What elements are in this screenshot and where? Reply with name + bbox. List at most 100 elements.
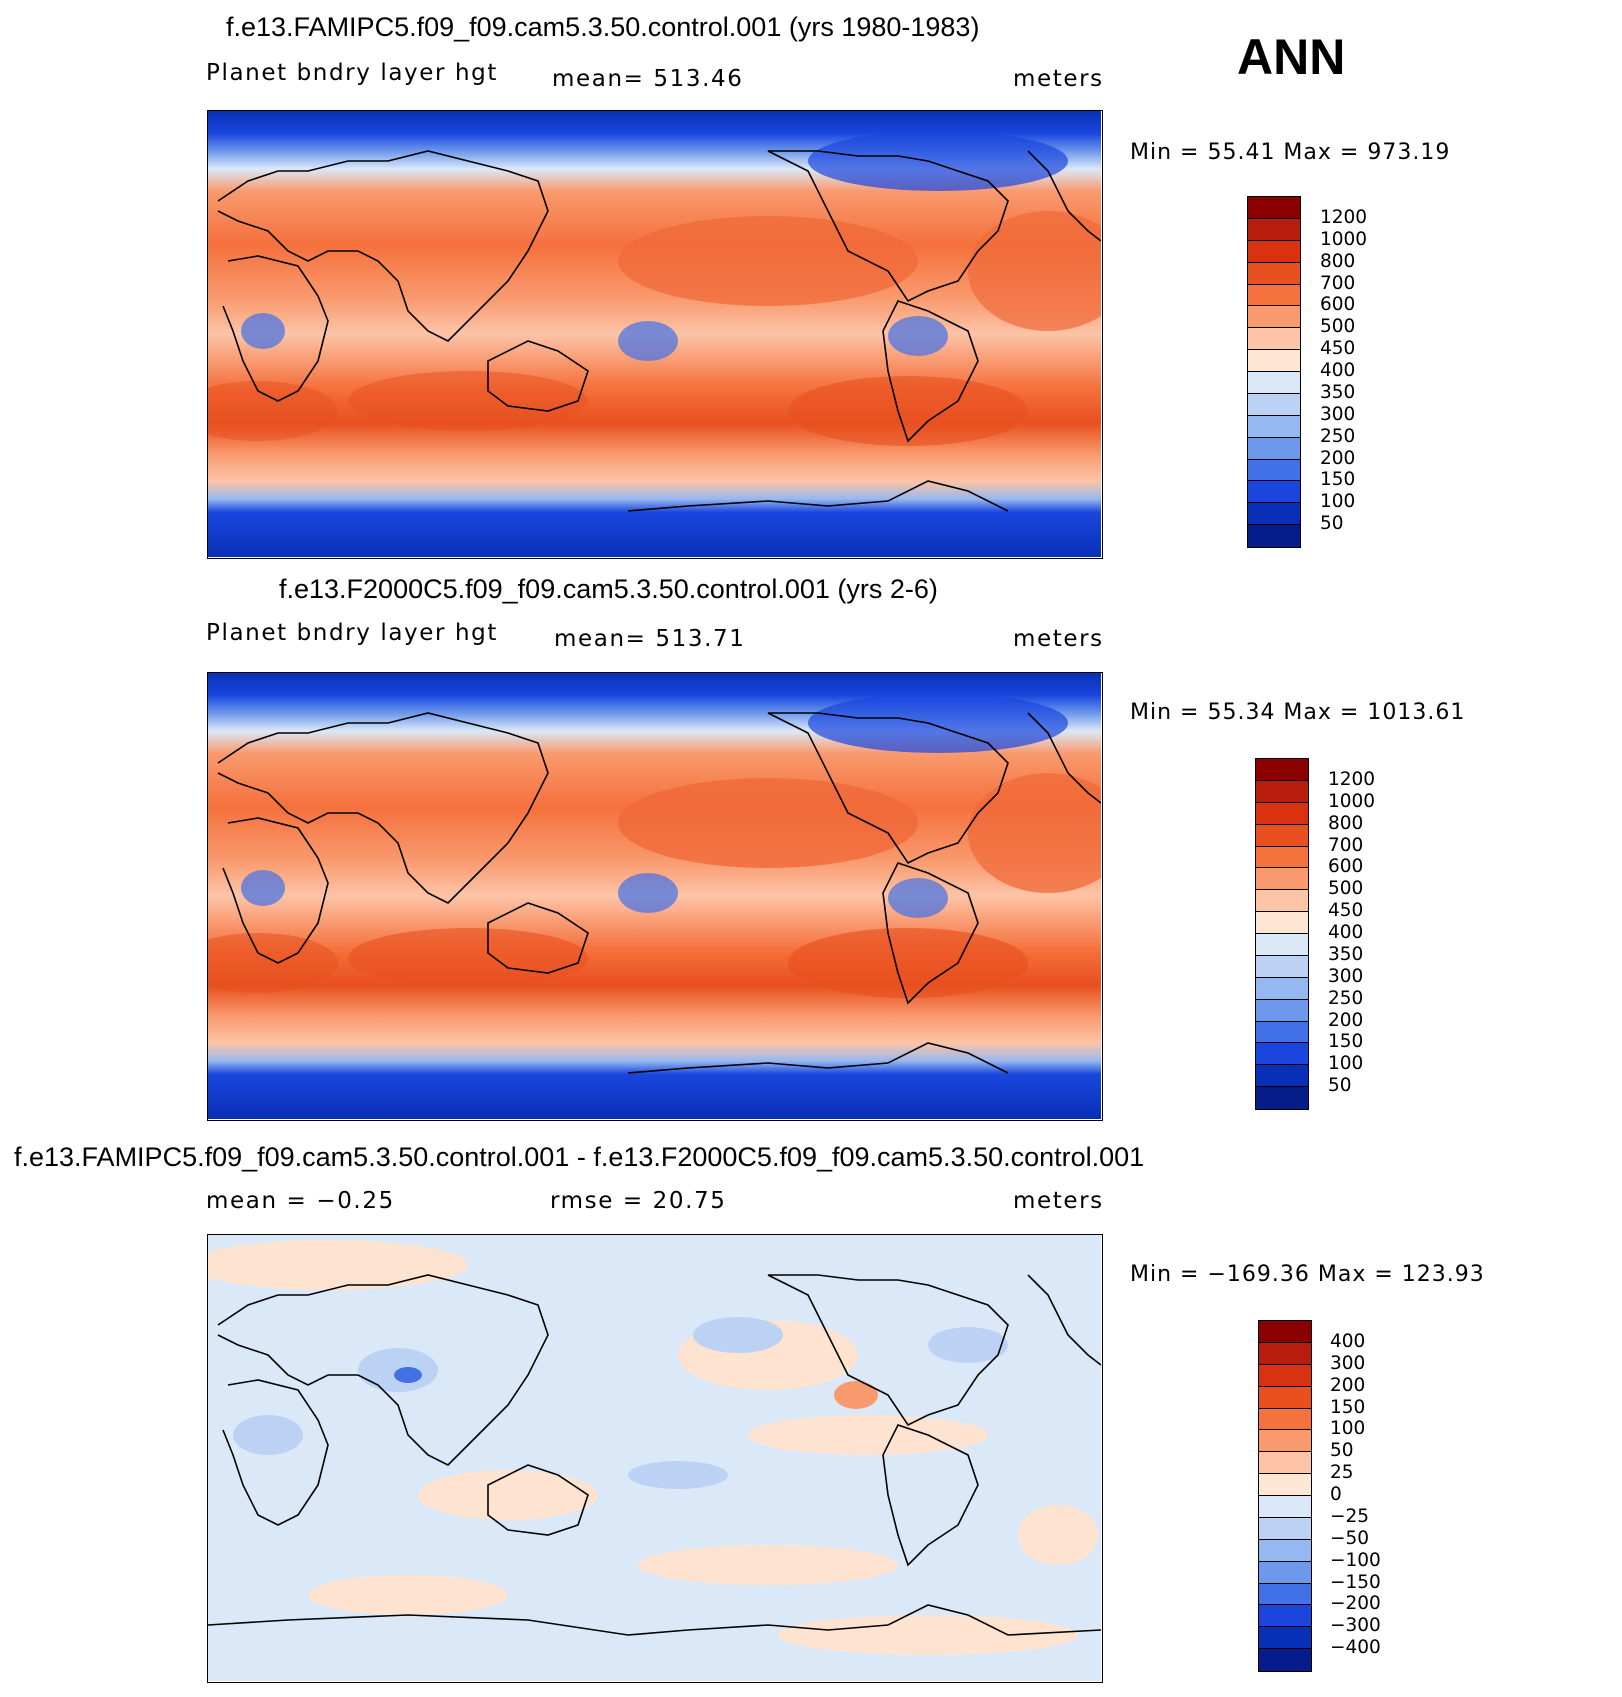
colorbar-swatch [1256,999,1308,1022]
colorbar-tick-label: −300 [1330,1615,1381,1637]
colorbar-swatch [1248,306,1300,329]
colorbar-tick-label: 200 [1330,1374,1366,1396]
colorbar-swatch [1256,912,1308,934]
panel-middle-mean: mean= 513.71 [554,626,746,652]
colorbar-tick-label: 400 [1328,922,1364,943]
colorbar-tick-label: 350 [1320,381,1356,403]
colorbar-swatch [1256,824,1308,847]
colorbar-swatch [1248,393,1300,416]
colorbar-tick-label: 1000 [1320,228,1368,250]
colorbar-swatch [1248,328,1300,351]
colorbar-swatch [1248,525,1300,547]
colorbar-tick-label: 700 [1320,272,1356,294]
colorbar-swatch [1259,1364,1311,1387]
colorbar-swatch [1259,1386,1311,1409]
colorbar-tick-label: 450 [1328,900,1364,922]
colorbar-swatch [1256,977,1308,1000]
colorbar-tick-label: 350 [1328,943,1364,965]
colorbar-tick-label: −25 [1330,1505,1370,1527]
colorbar-tick-label: 1200 [1320,206,1368,228]
colorbar-swatch [1248,372,1300,394]
colorbar-swatch [1256,759,1308,781]
panel-middle-colorbar [1255,758,1309,1110]
colorbar-tick-label: 700 [1328,834,1364,856]
colorbar-swatch [1248,262,1300,285]
colorbar-swatch [1259,1649,1311,1671]
colorbar-tick-label: 600 [1328,856,1364,878]
panel-diff-mean: mean = −0.25 [206,1188,395,1214]
panel-diff-minmax: Min = −169.36 Max = 123.93 [1130,1262,1485,1287]
colorbar-swatch [1256,846,1308,869]
colorbar-tick-label: 450 [1320,338,1356,360]
colorbar-tick-label: 300 [1320,403,1356,425]
panel-diff-colorbar [1258,1320,1312,1672]
colorbar-tick-label: 250 [1320,425,1356,447]
colorbar-tick-label: 800 [1328,812,1364,834]
panel-diff-rmse: rmse = 20.75 [550,1188,727,1214]
colorbar-swatch [1248,350,1300,372]
colorbar-tick-label: 300 [1330,1352,1366,1374]
colorbar-tick-label: 500 [1320,316,1356,338]
colorbar-tick-label: 100 [1328,1053,1364,1075]
colorbar-tick-label: 400 [1330,1330,1366,1352]
colorbar-swatch [1256,890,1308,913]
colorbar-swatch [1256,1065,1308,1088]
colorbar-swatch [1256,1021,1308,1044]
colorbar-tick-label: 150 [1330,1396,1366,1418]
colorbar-tick-label: 0 [1330,1484,1342,1505]
colorbar-tick-label: 150 [1320,469,1356,491]
colorbar-tick-label: −400 [1330,1637,1381,1659]
colorbar-swatch [1256,934,1308,956]
panel-top-map [207,110,1103,559]
colorbar-tick-label: 500 [1328,878,1364,900]
colorbar-swatch [1256,868,1308,891]
colorbar-swatch [1248,503,1300,526]
colorbar-tick-label: −200 [1330,1593,1381,1615]
colorbar-swatch [1256,1043,1308,1066]
colorbar-swatch [1259,1474,1311,1496]
panel-diff-title: f.e13.FAMIPC5.f09_f09.cam5.3.50.control.… [14,1142,1145,1172]
panel-top-variable: Planet bndry layer hgt [206,60,498,86]
colorbar-tick-label: 50 [1328,1075,1352,1097]
colorbar-tick-label: 1200 [1328,768,1376,790]
colorbar-swatch [1259,1408,1311,1431]
colorbar-tick-label: 25 [1330,1462,1354,1484]
panel-middle-title: f.e13.F2000C5.f09_f09.cam5.3.50.control.… [279,574,938,604]
panel-top-minmax: Min = 55.41 Max = 973.19 [1130,140,1451,165]
panel-diff-units: meters [1013,1188,1104,1214]
colorbar-tick-label: 200 [1328,1009,1364,1031]
colorbar-tick-label: 400 [1320,360,1356,381]
colorbar-tick-label: 50 [1320,513,1344,535]
panel-diff-map [207,1234,1103,1683]
colorbar-tick-label: 100 [1320,491,1356,513]
colorbar-tick-label: −100 [1330,1549,1381,1571]
colorbar-swatch [1248,284,1300,307]
colorbar-swatch [1248,240,1300,263]
colorbar-swatch [1248,415,1300,438]
colorbar-swatch [1259,1583,1311,1606]
colorbar-swatch [1259,1342,1311,1365]
colorbar-swatch [1256,955,1308,978]
colorbar-swatch [1259,1605,1311,1628]
colorbar-tick-label: 600 [1320,294,1356,316]
colorbar-swatch [1259,1430,1311,1453]
colorbar-swatch [1259,1561,1311,1584]
panel-top-title: f.e13.FAMIPC5.f09_f09.cam5.3.50.control.… [226,12,980,42]
colorbar-tick-label: 800 [1320,250,1356,272]
colorbar-tick-label: 150 [1328,1031,1364,1053]
colorbar-swatch [1248,481,1300,504]
colorbar-swatch [1259,1452,1311,1475]
colorbar-swatch [1259,1517,1311,1540]
colorbar-tick-label: −50 [1330,1527,1370,1549]
colorbar-swatch [1256,780,1308,803]
panel-top-colorbar [1247,196,1301,548]
colorbar-swatch [1256,1087,1308,1109]
colorbar-swatch [1259,1496,1311,1518]
colorbar-swatch [1256,802,1308,825]
colorbar-tick-label: 250 [1328,987,1364,1009]
colorbar-swatch [1259,1627,1311,1650]
panel-top-units: meters [1013,66,1104,92]
colorbar-tick-label: 1000 [1328,790,1376,812]
panel-middle-minmax: Min = 55.34 Max = 1013.61 [1130,700,1466,725]
colorbar-swatch [1259,1321,1311,1343]
